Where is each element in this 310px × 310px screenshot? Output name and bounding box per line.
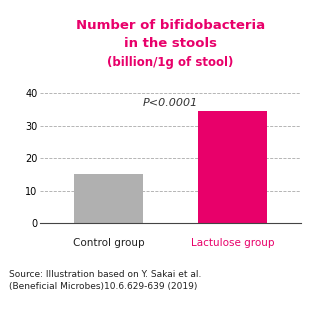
Text: Number of bifidobacteria: Number of bifidobacteria bbox=[76, 19, 265, 32]
Text: Control group: Control group bbox=[73, 238, 144, 248]
Text: Source: Illustration based on Y. Sakai et al.
(Beneficial Microbes)10.6.629-639 : Source: Illustration based on Y. Sakai e… bbox=[9, 270, 202, 291]
Text: (billion/1g of stool): (billion/1g of stool) bbox=[107, 56, 234, 69]
Bar bbox=[198, 111, 267, 223]
Text: P<0.0001: P<0.0001 bbox=[143, 98, 198, 108]
Text: in the stools: in the stools bbox=[124, 37, 217, 50]
Bar bbox=[74, 174, 143, 223]
Text: Lactulose group: Lactulose group bbox=[191, 238, 274, 248]
